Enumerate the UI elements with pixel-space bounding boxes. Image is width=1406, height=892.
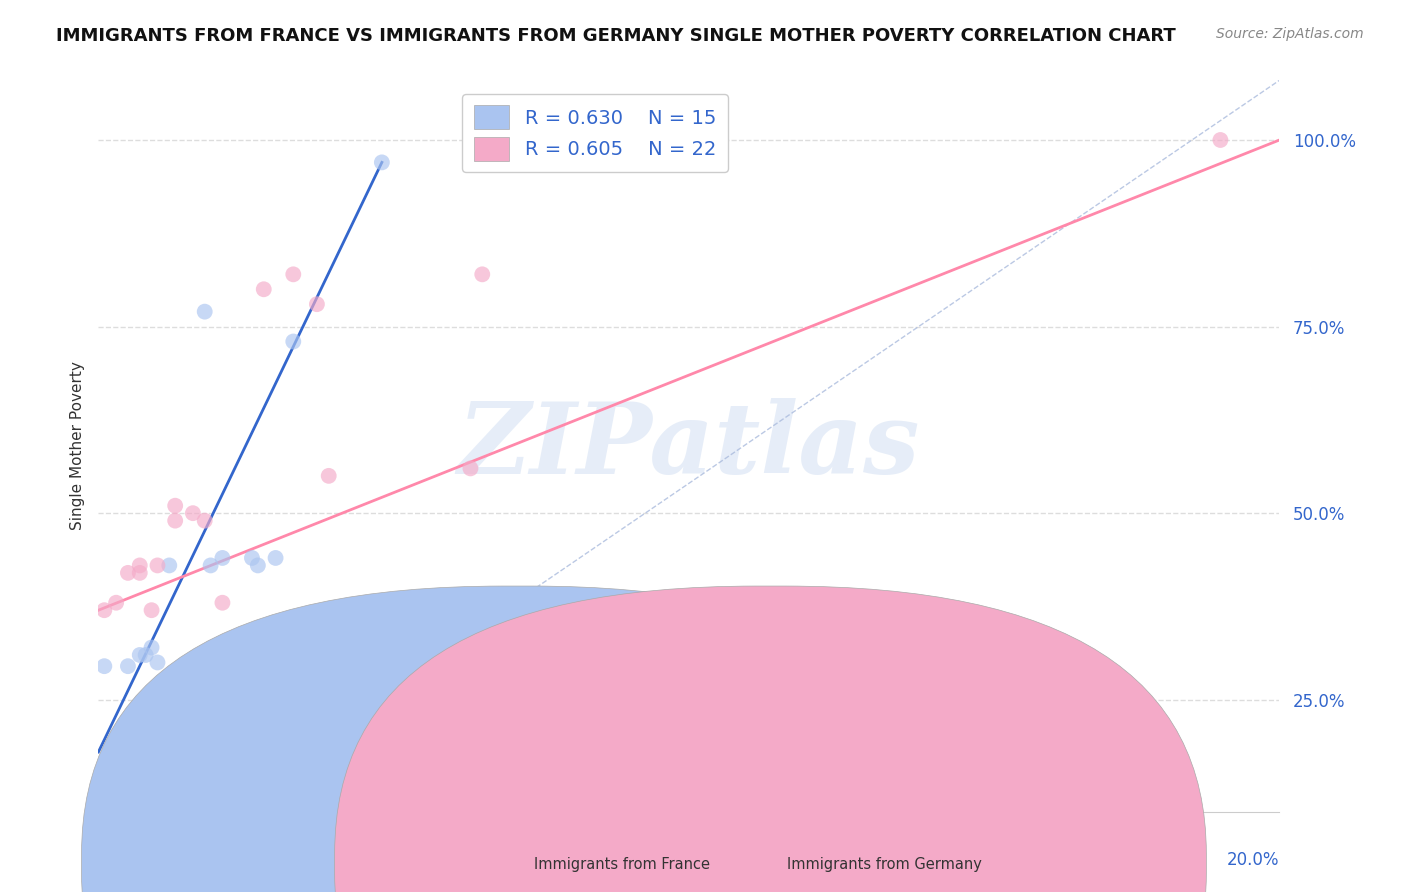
Point	[318, 468, 340, 483]
Point	[141, 640, 163, 655]
Point	[117, 566, 139, 580]
Text: IMMIGRANTS FROM FRANCE VS IMMIGRANTS FROM GERMANY SINGLE MOTHER POVERTY CORRELAT: IMMIGRANTS FROM FRANCE VS IMMIGRANTS FRO…	[56, 27, 1175, 45]
Text: Immigrants from France: Immigrants from France	[534, 857, 710, 871]
Point	[157, 558, 180, 573]
Point	[264, 551, 287, 566]
Point	[283, 268, 305, 282]
Point	[283, 334, 305, 349]
Point	[93, 603, 115, 617]
Legend: R = 0.630    N = 15, R = 0.605    N = 22: R = 0.630 N = 15, R = 0.605 N = 22	[463, 94, 728, 172]
Point	[165, 499, 187, 513]
Point	[128, 566, 150, 580]
Point	[211, 596, 233, 610]
Text: 0.0%: 0.0%	[98, 851, 141, 869]
Text: 20.0%: 20.0%	[1227, 851, 1279, 869]
Point	[335, 603, 357, 617]
Point	[200, 558, 222, 573]
Point	[141, 603, 163, 617]
Point	[117, 659, 139, 673]
Point	[240, 551, 263, 566]
Text: Immigrants from Germany: Immigrants from Germany	[787, 857, 983, 871]
Point	[371, 155, 394, 169]
Point	[165, 514, 187, 528]
Text: Source: ZipAtlas.com: Source: ZipAtlas.com	[1216, 27, 1364, 41]
Point	[135, 648, 157, 662]
Point	[246, 558, 269, 573]
Point	[460, 461, 482, 475]
Point	[93, 659, 115, 673]
Point	[932, 670, 955, 684]
Point	[128, 558, 150, 573]
Point	[394, 596, 416, 610]
Text: ZIPatlas: ZIPatlas	[458, 398, 920, 494]
Point	[146, 656, 169, 670]
Point	[253, 282, 276, 296]
Point	[194, 304, 217, 318]
Point	[194, 514, 217, 528]
Point	[1209, 133, 1232, 147]
Point	[211, 551, 233, 566]
Point	[146, 558, 169, 573]
Point	[128, 648, 150, 662]
Point	[305, 297, 328, 311]
Point	[471, 268, 494, 282]
Y-axis label: Single Mother Poverty: Single Mother Poverty	[69, 361, 84, 531]
Point	[105, 596, 128, 610]
Point	[181, 506, 204, 520]
